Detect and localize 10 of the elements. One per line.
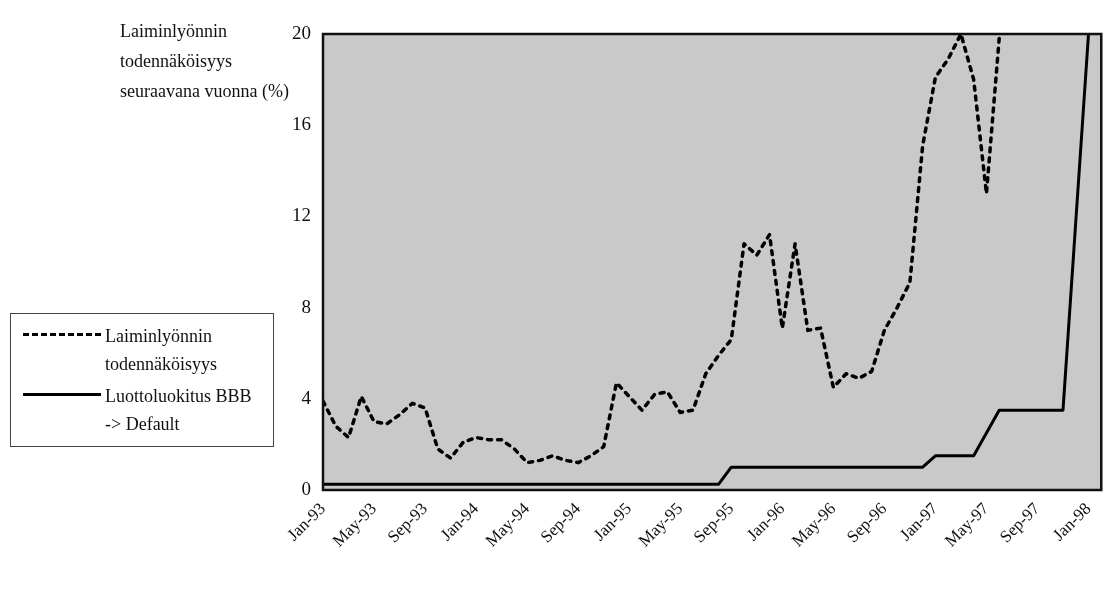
y-tick-label: 16 bbox=[292, 113, 311, 135]
legend-label: Luottoluokitus BBB -> Default bbox=[105, 385, 253, 436]
y-tick-label: 0 bbox=[301, 477, 311, 499]
y-tick-label: 12 bbox=[292, 204, 311, 226]
y-tick-label: 4 bbox=[301, 386, 312, 408]
y-tick-label: 8 bbox=[301, 295, 311, 317]
y-axis-title: Laiminlyönnin todennäköisyys seuraavana vuonna (%) bbox=[120, 21, 289, 101]
line-series bbox=[323, 34, 1001, 465]
y-tick-label: 20 bbox=[292, 21, 311, 43]
legend-label: Laiminlyönnin todennäköisyys bbox=[105, 325, 218, 376]
